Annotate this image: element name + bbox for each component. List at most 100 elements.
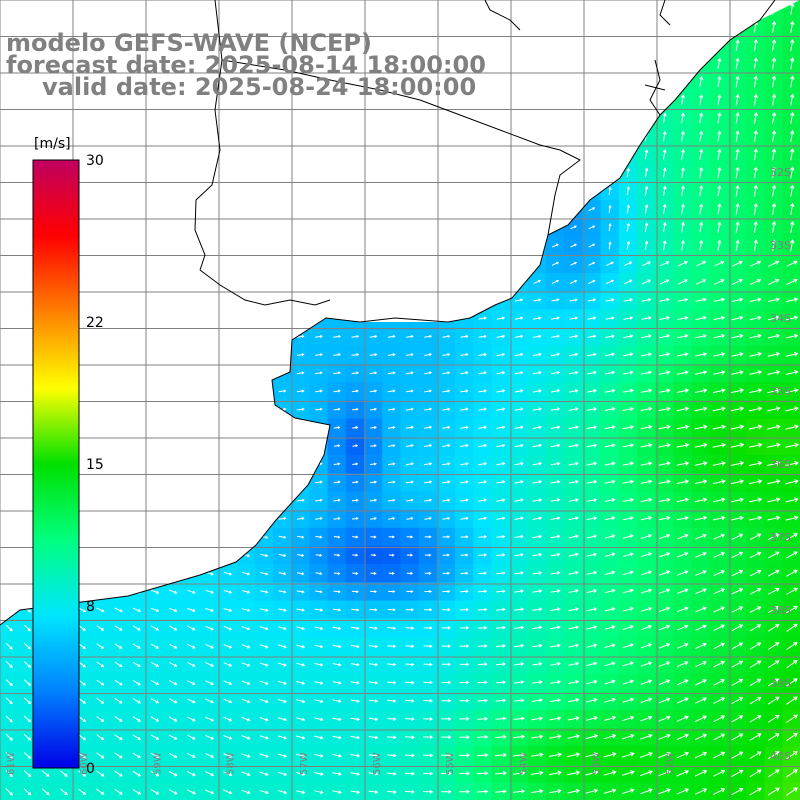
wind-arrow xyxy=(296,334,305,338)
wind-arrow xyxy=(717,57,722,69)
wind-arrow xyxy=(677,260,688,267)
wind-arrow xyxy=(569,352,579,357)
wind-arrow xyxy=(768,260,780,267)
wind-arrow xyxy=(680,94,685,106)
wind-arrow xyxy=(790,166,795,179)
longitude-label: 55W xyxy=(445,752,456,775)
wind-arrow xyxy=(533,298,542,302)
wind-arrow xyxy=(749,297,762,302)
wind-arrow xyxy=(478,334,487,338)
latitude-label: 35S xyxy=(770,385,791,398)
longitude-label: 53W xyxy=(592,752,603,775)
wind-arrow xyxy=(533,316,542,320)
longitude-label: 59W xyxy=(152,752,163,775)
wind-arrow xyxy=(551,279,560,285)
latitude-label: 38S xyxy=(770,604,791,617)
wind-arrow xyxy=(626,240,630,250)
wind-arrow xyxy=(731,278,743,285)
wind-arrow xyxy=(699,185,704,197)
wind-arrow xyxy=(569,298,578,302)
wind-arrow xyxy=(496,316,506,320)
wind-arrow xyxy=(641,261,651,267)
wind-arrow xyxy=(677,315,689,320)
wind-arrow xyxy=(786,278,798,285)
wind-arrow xyxy=(695,352,708,357)
wind-arrow xyxy=(551,298,560,302)
wind-arrow xyxy=(749,333,762,339)
wind-arrow xyxy=(735,75,740,88)
wind-arrow xyxy=(717,185,722,197)
wind-arrow xyxy=(551,261,559,266)
wind-arrow xyxy=(771,166,777,179)
wind-arrow xyxy=(644,204,649,214)
colorbar-tick-label: 15 xyxy=(86,457,104,473)
wind-arrow xyxy=(623,352,634,357)
wind-arrow xyxy=(790,111,795,124)
colorbar-tick-label: 8 xyxy=(86,599,95,615)
wind-arrow xyxy=(659,316,671,320)
wind-arrow xyxy=(644,222,649,232)
wind-arrow xyxy=(771,93,777,106)
title-valid-date: valid date: 2025-08-24 18:00:00 xyxy=(42,73,476,101)
wind-arrow xyxy=(623,298,634,302)
wind-arrow xyxy=(605,316,615,320)
wind-arrow xyxy=(790,20,795,33)
wind-arrow xyxy=(532,334,542,338)
wind-arrow xyxy=(662,112,667,124)
wind-arrow xyxy=(713,315,726,321)
wind-arrow xyxy=(753,239,758,252)
wind-arrow xyxy=(695,315,707,321)
wind-arrow xyxy=(644,149,649,160)
wind-arrow xyxy=(588,225,596,230)
wind-arrow xyxy=(731,315,744,321)
longitude-label: 57W xyxy=(299,752,310,775)
wind-arrow xyxy=(699,167,704,178)
wind-arrow xyxy=(735,239,740,252)
wind-arrow xyxy=(569,316,579,320)
wind-arrow xyxy=(424,353,433,357)
wind-arrow xyxy=(753,184,758,197)
wind-arrow xyxy=(605,352,616,357)
wind-arrow xyxy=(717,221,722,233)
wind-arrow xyxy=(771,111,777,124)
wind-arrow xyxy=(681,221,685,233)
wind-arrow xyxy=(514,316,524,320)
wind-arrow xyxy=(460,352,469,357)
wind-arrow xyxy=(514,298,524,302)
wind-arrow xyxy=(785,297,799,303)
wind-arrow xyxy=(680,112,685,124)
wind-arrow xyxy=(771,221,777,234)
wind-arrow xyxy=(478,316,487,320)
wind-arrow xyxy=(608,241,612,250)
wind-arrow xyxy=(351,353,360,357)
wind-arrow xyxy=(662,167,667,178)
wind-arrow xyxy=(785,315,799,321)
wind-arrow xyxy=(749,315,762,321)
wind-arrow xyxy=(641,279,652,285)
wind-arrow xyxy=(514,334,524,338)
wind-arrow xyxy=(478,352,487,357)
wind-arrow xyxy=(750,278,762,285)
wind-arrow xyxy=(333,334,342,338)
wind-arrow xyxy=(659,334,671,339)
wind-arrow xyxy=(623,261,633,267)
wind-arrow xyxy=(569,334,579,338)
wind-arrow xyxy=(731,297,744,302)
wind-arrow xyxy=(735,130,740,142)
wind-speed-cell xyxy=(782,782,800,800)
wind-arrow xyxy=(699,203,704,215)
wind-arrow xyxy=(699,76,704,87)
wind-arrow xyxy=(731,352,744,357)
wind-arrow xyxy=(681,203,685,215)
wind-arrow xyxy=(570,243,577,248)
wind-arrow xyxy=(677,297,689,302)
wind-arrow xyxy=(608,186,612,195)
colorbar-tick-label: 0 xyxy=(86,761,95,777)
longitude-label: 61W xyxy=(6,752,17,775)
wind-arrow xyxy=(753,202,758,215)
wind-arrow xyxy=(369,353,378,357)
wind-arrow xyxy=(790,57,795,70)
wind-arrow xyxy=(695,279,707,285)
wind-arrow xyxy=(315,353,323,357)
